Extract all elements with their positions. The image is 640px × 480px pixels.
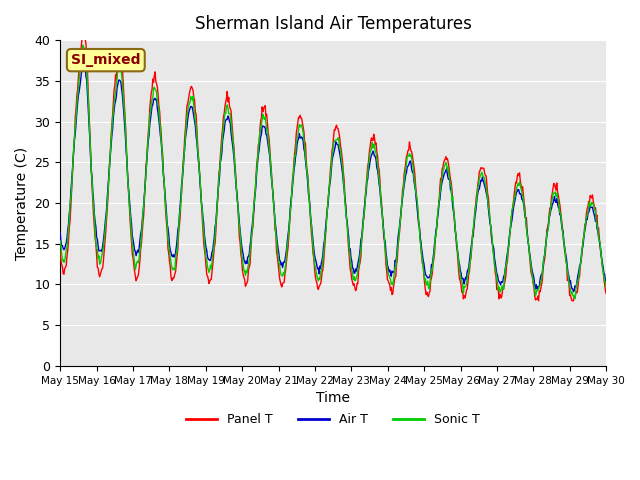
Legend: Panel T, Air T, Sonic T: Panel T, Air T, Sonic T	[181, 408, 485, 432]
X-axis label: Time: Time	[316, 391, 350, 405]
Title: Sherman Island Air Temperatures: Sherman Island Air Temperatures	[195, 15, 472, 33]
Text: SI_mixed: SI_mixed	[71, 53, 141, 67]
Y-axis label: Temperature (C): Temperature (C)	[15, 146, 29, 260]
